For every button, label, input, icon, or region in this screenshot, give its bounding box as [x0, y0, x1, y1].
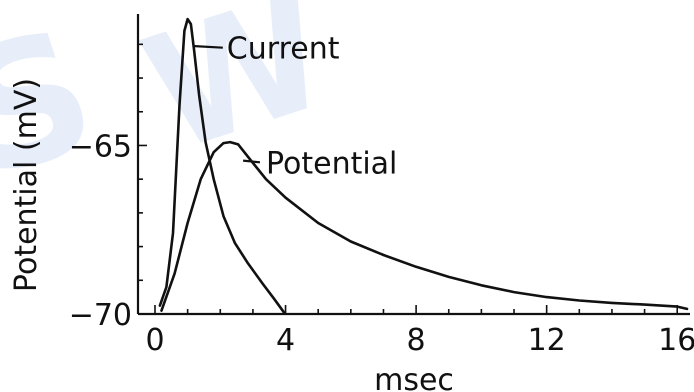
annotation-leader — [243, 159, 261, 164]
x-tick-label: 8 — [407, 323, 426, 358]
series-line-current — [158, 17, 286, 314]
x-tick-label: 0 — [145, 323, 164, 358]
x-axis-title: msec — [374, 363, 454, 392]
ticks — [138, 43, 679, 315]
annotations: Current Potential — [192, 32, 397, 181]
series-lines — [158, 17, 689, 314]
annotation-label: Potential — [266, 146, 397, 181]
y-tick-label: −70 — [69, 298, 132, 333]
x-tick-label: 4 — [276, 323, 295, 358]
x-tick-label: 16 — [658, 323, 694, 358]
y-axis-title: Potential (mV) — [9, 78, 44, 292]
annotation-leader — [192, 44, 223, 49]
y-tick-label: −65 — [69, 129, 132, 164]
tick-labels: 0 4 8 12 16 −65 −70 — [69, 129, 694, 358]
series-line-potential — [160, 140, 689, 312]
x-tick-label: 12 — [528, 323, 566, 358]
annotation-label: Current — [227, 32, 340, 67]
